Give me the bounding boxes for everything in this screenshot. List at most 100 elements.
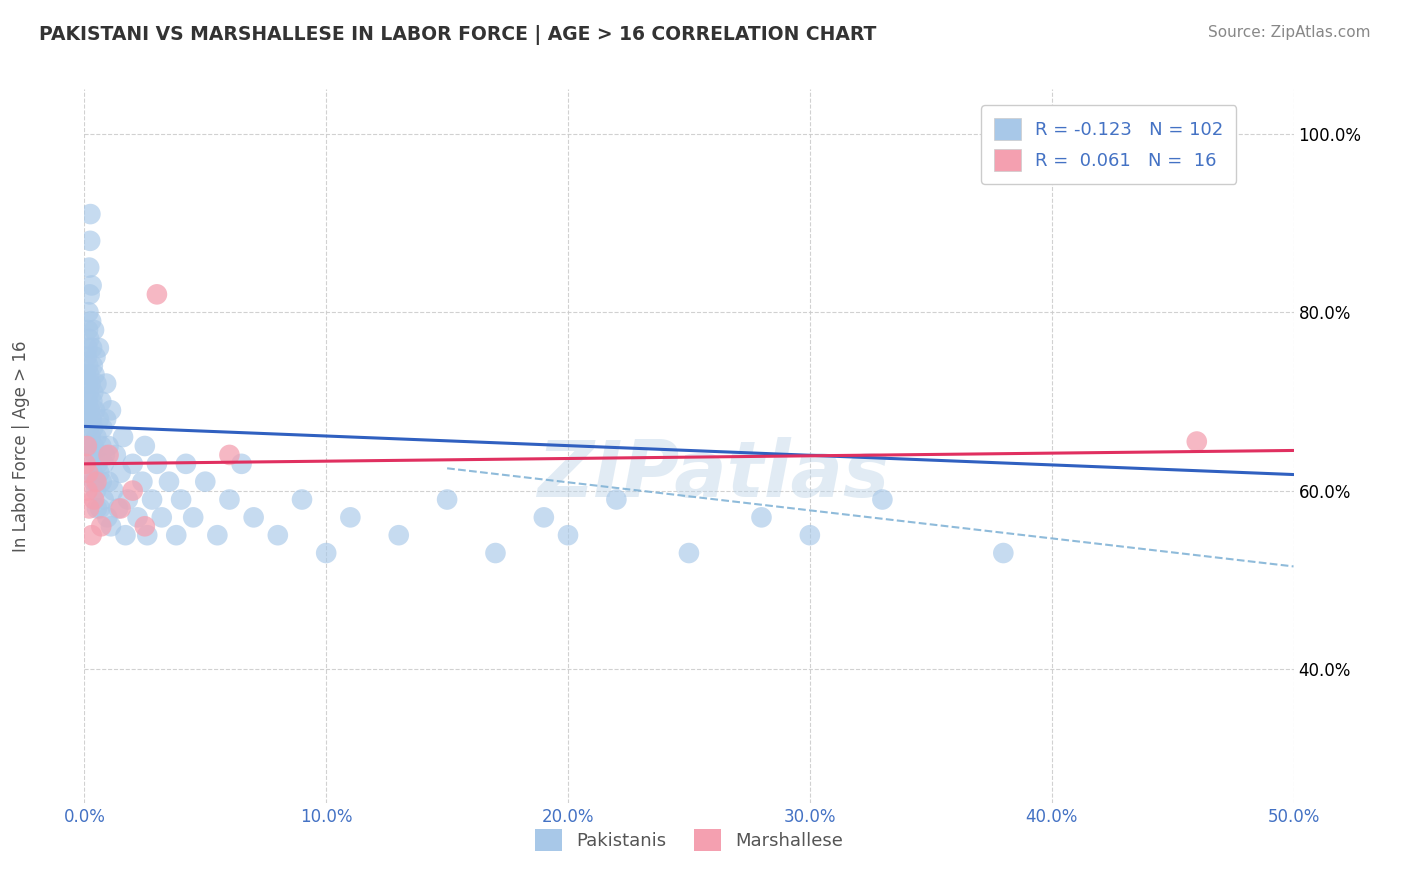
Point [79,287,101,301]
Point [110,501,132,516]
Point [89,466,111,480]
Point [76,376,98,391]
Point [76,394,98,409]
Point [107,501,129,516]
Point [436,492,458,507]
Point [117,492,139,507]
Point [76,412,98,426]
Text: Source: ZipAtlas.com: Source: ZipAtlas.com [1208,25,1371,40]
Point [114,528,136,542]
Point [77,421,100,435]
Point [141,492,163,507]
Legend: Pakistanis, Marshallese: Pakistanis, Marshallese [527,822,851,858]
Point [339,510,361,524]
Point [80,314,103,328]
Point [79,234,101,248]
Point [93,457,115,471]
Point [751,510,773,524]
Point [90,439,112,453]
Point [231,457,253,471]
Point [79,376,101,391]
Point [80,278,103,293]
Point [207,528,229,542]
Point [82,359,104,373]
Point [76,350,98,364]
Point [121,457,143,471]
Point [165,528,187,542]
Point [79,403,101,417]
Point [127,510,149,524]
Point [84,350,107,364]
Point [90,394,112,409]
Point [993,546,1015,560]
Point [100,403,122,417]
Point [1185,434,1208,449]
Point [557,528,579,542]
Point [90,519,112,533]
Point [678,546,700,560]
Point [291,492,314,507]
Point [174,457,197,471]
Point [83,323,105,337]
Text: ZIPatlas: ZIPatlas [537,436,889,513]
Point [86,457,108,471]
Point [82,385,104,400]
Point [97,475,120,489]
Point [94,448,117,462]
Point [605,492,627,507]
Point [77,305,100,319]
Point [86,501,108,516]
Point [96,510,118,524]
Text: PAKISTANI VS MARSHALLESE IN LABOR FORCE | AGE > 16 CORRELATION CHART: PAKISTANI VS MARSHALLESE IN LABOR FORCE … [39,25,877,45]
Point [76,341,98,355]
Point [77,260,100,275]
Point [79,448,101,462]
Point [79,207,101,221]
Point [134,439,156,453]
Point [76,483,98,498]
Point [97,448,120,462]
Point [121,483,143,498]
Point [146,287,169,301]
Point [82,341,104,355]
Point [75,403,97,417]
Point [388,528,411,542]
Point [77,332,100,346]
Point [218,492,240,507]
Point [84,403,107,417]
Point [87,412,110,426]
Point [103,483,125,498]
Point [77,439,100,453]
Point [267,528,290,542]
Point [146,457,169,471]
Point [484,546,506,560]
Point [94,412,117,426]
Point [77,323,100,337]
Point [86,475,108,489]
Point [77,368,100,382]
Point [194,475,217,489]
Point [86,376,108,391]
Point [77,359,100,373]
Point [97,439,120,453]
Point [75,368,97,382]
Point [131,475,153,489]
Point [80,412,103,426]
Text: In Labor Force | Age > 16: In Labor Force | Age > 16 [13,340,30,552]
Point [136,528,159,542]
Point [83,475,105,489]
Point [157,475,180,489]
Point [82,421,104,435]
Point [181,510,204,524]
Point [315,546,337,560]
Point [82,394,104,409]
Point [89,501,111,516]
Point [100,519,122,533]
Point [84,448,107,462]
Point [872,492,894,507]
Point [112,430,135,444]
Point [80,528,103,542]
Point [799,528,821,542]
Point [134,519,156,533]
Point [75,457,97,471]
